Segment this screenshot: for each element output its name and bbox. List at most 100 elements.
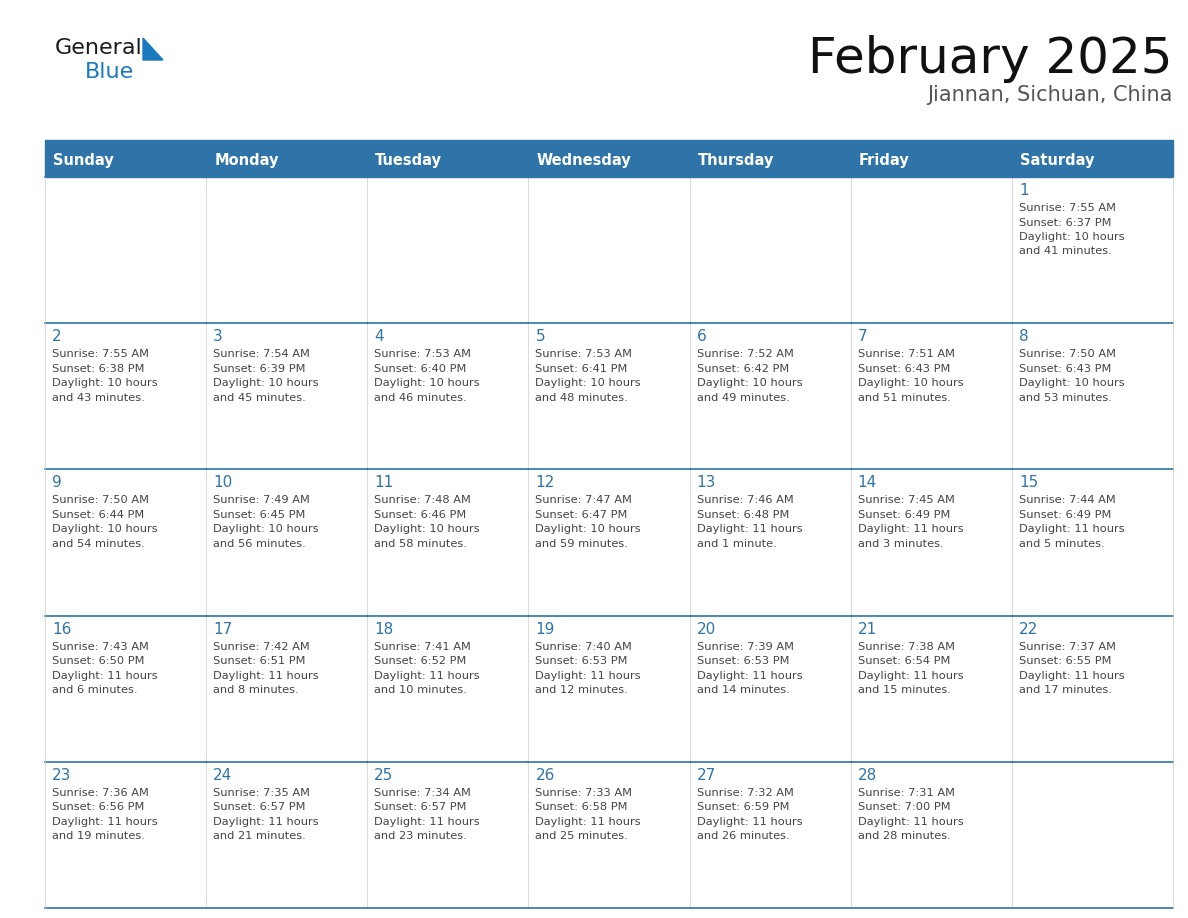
Text: and 14 minutes.: and 14 minutes.: [696, 685, 789, 695]
Text: Sunrise: 7:35 AM: Sunrise: 7:35 AM: [213, 788, 310, 798]
Text: Daylight: 11 hours: Daylight: 11 hours: [374, 671, 480, 680]
Bar: [45, 323, 207, 469]
Text: 26: 26: [536, 767, 555, 783]
Text: and 46 minutes.: and 46 minutes.: [374, 393, 467, 403]
Text: Sunset: 6:40 PM: Sunset: 6:40 PM: [374, 364, 467, 374]
Text: and 43 minutes.: and 43 minutes.: [52, 393, 145, 403]
Text: Wednesday: Wednesday: [537, 153, 631, 169]
Text: 8: 8: [1019, 330, 1029, 344]
Text: Sunset: 6:38 PM: Sunset: 6:38 PM: [52, 364, 145, 374]
Text: Daylight: 11 hours: Daylight: 11 hours: [536, 817, 642, 827]
Bar: [367, 469, 529, 616]
Text: and 53 minutes.: and 53 minutes.: [1019, 393, 1112, 403]
Text: Sunrise: 7:39 AM: Sunrise: 7:39 AM: [696, 642, 794, 652]
Text: Daylight: 10 hours: Daylight: 10 hours: [536, 378, 642, 388]
Text: Sunrise: 7:46 AM: Sunrise: 7:46 AM: [696, 496, 794, 506]
Text: Sunrise: 7:53 AM: Sunrise: 7:53 AM: [374, 349, 472, 359]
Text: Sunset: 6:39 PM: Sunset: 6:39 PM: [213, 364, 305, 374]
Text: Sunrise: 7:51 AM: Sunrise: 7:51 AM: [858, 349, 955, 359]
Text: Sunset: 6:48 PM: Sunset: 6:48 PM: [696, 509, 789, 520]
Text: 24: 24: [213, 767, 233, 783]
Text: Sunset: 6:50 PM: Sunset: 6:50 PM: [52, 656, 145, 666]
Text: Daylight: 11 hours: Daylight: 11 hours: [536, 671, 642, 680]
Bar: [689, 616, 851, 762]
Text: Sunrise: 7:48 AM: Sunrise: 7:48 AM: [374, 496, 472, 506]
Bar: [1012, 177, 1173, 323]
Text: and 6 minutes.: and 6 minutes.: [52, 685, 138, 695]
Text: Sunset: 6:43 PM: Sunset: 6:43 PM: [1019, 364, 1111, 374]
Text: Sunrise: 7:37 AM: Sunrise: 7:37 AM: [1019, 642, 1116, 652]
Bar: [851, 762, 1012, 908]
Text: General: General: [55, 38, 143, 58]
Text: 5: 5: [536, 330, 545, 344]
Text: and 15 minutes.: and 15 minutes.: [858, 685, 950, 695]
Text: 28: 28: [858, 767, 877, 783]
Text: and 19 minutes.: and 19 minutes.: [52, 832, 145, 841]
Text: Sunset: 6:47 PM: Sunset: 6:47 PM: [536, 509, 627, 520]
Text: 11: 11: [374, 476, 393, 490]
Text: Sunrise: 7:31 AM: Sunrise: 7:31 AM: [858, 788, 955, 798]
Text: Daylight: 11 hours: Daylight: 11 hours: [213, 817, 318, 827]
Text: Daylight: 11 hours: Daylight: 11 hours: [696, 671, 802, 680]
Text: Thursday: Thursday: [697, 153, 773, 169]
Text: Sunrise: 7:36 AM: Sunrise: 7:36 AM: [52, 788, 148, 798]
Text: 9: 9: [52, 476, 62, 490]
Text: and 28 minutes.: and 28 minutes.: [858, 832, 950, 841]
Text: Sunset: 6:59 PM: Sunset: 6:59 PM: [696, 802, 789, 812]
Text: Sunset: 6:53 PM: Sunset: 6:53 PM: [536, 656, 628, 666]
Text: February 2025: February 2025: [809, 35, 1173, 83]
Text: Daylight: 10 hours: Daylight: 10 hours: [213, 524, 318, 534]
Bar: [45, 177, 207, 323]
Text: Daylight: 10 hours: Daylight: 10 hours: [374, 524, 480, 534]
Text: Daylight: 10 hours: Daylight: 10 hours: [213, 378, 318, 388]
Text: and 49 minutes.: and 49 minutes.: [696, 393, 789, 403]
Text: 14: 14: [858, 476, 877, 490]
Text: Sunset: 6:49 PM: Sunset: 6:49 PM: [1019, 509, 1111, 520]
Bar: [529, 177, 689, 323]
Text: Sunrise: 7:50 AM: Sunrise: 7:50 AM: [1019, 349, 1116, 359]
Bar: [1012, 469, 1173, 616]
Bar: [851, 177, 1012, 323]
Text: Daylight: 11 hours: Daylight: 11 hours: [374, 817, 480, 827]
Text: and 51 minutes.: and 51 minutes.: [858, 393, 950, 403]
Text: Sunset: 6:45 PM: Sunset: 6:45 PM: [213, 509, 305, 520]
Text: Daylight: 10 hours: Daylight: 10 hours: [858, 378, 963, 388]
Text: Daylight: 11 hours: Daylight: 11 hours: [858, 671, 963, 680]
Text: 22: 22: [1019, 621, 1038, 636]
Text: Sunrise: 7:52 AM: Sunrise: 7:52 AM: [696, 349, 794, 359]
Text: Daylight: 11 hours: Daylight: 11 hours: [696, 524, 802, 534]
Text: Sunrise: 7:53 AM: Sunrise: 7:53 AM: [536, 349, 632, 359]
Text: and 45 minutes.: and 45 minutes.: [213, 393, 305, 403]
Bar: [851, 323, 1012, 469]
Text: Sunrise: 7:40 AM: Sunrise: 7:40 AM: [536, 642, 632, 652]
Text: Sunset: 6:56 PM: Sunset: 6:56 PM: [52, 802, 145, 812]
Text: Daylight: 11 hours: Daylight: 11 hours: [858, 524, 963, 534]
Text: Daylight: 10 hours: Daylight: 10 hours: [1019, 232, 1125, 242]
Text: and 12 minutes.: and 12 minutes.: [536, 685, 628, 695]
Bar: [689, 762, 851, 908]
Text: Sunset: 6:57 PM: Sunset: 6:57 PM: [374, 802, 467, 812]
Polygon shape: [143, 38, 163, 60]
Text: Sunset: 6:51 PM: Sunset: 6:51 PM: [213, 656, 305, 666]
Text: Tuesday: Tuesday: [375, 153, 442, 169]
Text: 25: 25: [374, 767, 393, 783]
Text: 19: 19: [536, 621, 555, 636]
Text: Sunrise: 7:55 AM: Sunrise: 7:55 AM: [1019, 203, 1116, 213]
Text: and 41 minutes.: and 41 minutes.: [1019, 247, 1112, 256]
Bar: [689, 177, 851, 323]
Text: Sunset: 6:46 PM: Sunset: 6:46 PM: [374, 509, 467, 520]
Text: 16: 16: [52, 621, 71, 636]
Bar: [45, 616, 207, 762]
Text: Sunset: 6:52 PM: Sunset: 6:52 PM: [374, 656, 467, 666]
Text: and 17 minutes.: and 17 minutes.: [1019, 685, 1112, 695]
Text: Sunrise: 7:33 AM: Sunrise: 7:33 AM: [536, 788, 632, 798]
Bar: [851, 469, 1012, 616]
Bar: [1012, 616, 1173, 762]
Text: Saturday: Saturday: [1019, 153, 1094, 169]
Text: Sunrise: 7:54 AM: Sunrise: 7:54 AM: [213, 349, 310, 359]
Text: Sunrise: 7:49 AM: Sunrise: 7:49 AM: [213, 496, 310, 506]
Bar: [529, 762, 689, 908]
Text: Daylight: 10 hours: Daylight: 10 hours: [536, 524, 642, 534]
Text: and 56 minutes.: and 56 minutes.: [213, 539, 305, 549]
Text: Sunrise: 7:45 AM: Sunrise: 7:45 AM: [858, 496, 955, 506]
